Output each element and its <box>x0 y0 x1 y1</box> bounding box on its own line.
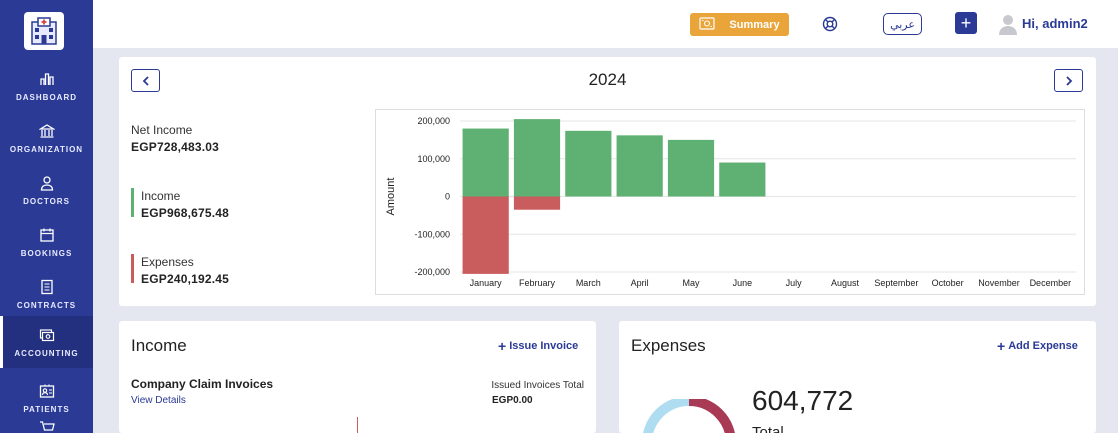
x-tick-label: January <box>470 278 503 288</box>
cart-icon <box>38 420 56 433</box>
bank-icon <box>38 122 56 140</box>
view-details-link[interactable]: View Details <box>131 395 186 406</box>
divider <box>357 417 358 433</box>
expense-bar <box>462 196 509 274</box>
income-indicator <box>131 188 134 217</box>
quick-add-button[interactable]: + <box>955 12 977 34</box>
x-tick-label: December <box>1030 278 1072 288</box>
chevron-left-icon <box>142 75 149 86</box>
income-card: Income + Issue Invoice Company Claim Inv… <box>119 321 596 433</box>
y-axis-label: Amount <box>385 178 397 216</box>
sidebar-item-dashboard[interactable]: DASHBOARD <box>0 60 93 112</box>
language-toggle-button[interactable]: عربي <box>883 13 922 35</box>
plus-icon: + <box>498 338 507 354</box>
expenses-card: Expenses + Add Expense 604,772 Total <box>619 321 1096 433</box>
net-income-label: Net Income <box>131 123 193 137</box>
expense-bar <box>513 196 561 210</box>
y-tick-label: -100,000 <box>414 229 450 239</box>
sidebar-item-contracts[interactable]: CONTRACTS <box>0 268 93 320</box>
sidebar-item-label: PATIENTS <box>23 405 70 414</box>
x-tick-label: July <box>786 278 803 288</box>
income-title: Income <box>131 336 187 355</box>
net-income-value: EGP728,483.03 <box>131 140 220 154</box>
expenses-donut-chart <box>643 399 735 433</box>
summary-button[interactable]: Summary <box>690 13 789 36</box>
x-tick-label: April <box>631 278 649 288</box>
x-tick-label: August <box>831 278 860 288</box>
summary-label: Summary <box>729 18 780 31</box>
sidebar-item-accounting[interactable]: ACCOUNTING <box>0 316 93 368</box>
income-bar <box>616 135 663 197</box>
money-icon <box>38 326 56 344</box>
y-tick-label: 100,000 <box>417 154 450 164</box>
chart-frame: 200,000 100,000 0 -100,000 -200,000 Amount Jan… <box>375 109 1085 295</box>
person-icon <box>38 174 56 192</box>
sidebar-item-label: DOCTORS <box>23 197 70 206</box>
issue-invoice-button[interactable]: + Issue Invoice <box>498 339 578 353</box>
income-bar <box>719 162 766 197</box>
add-expense-button[interactable]: + Add Expense <box>997 339 1078 353</box>
income-stat: Income EGP968,675.48 <box>141 189 229 220</box>
document-icon <box>38 278 56 296</box>
income-bar <box>513 119 561 197</box>
company-claim-title: Company Claim Invoices <box>131 377 274 391</box>
money-icon <box>699 16 716 33</box>
expenses-label: Expenses <box>141 255 194 269</box>
add-expense-label: Add Expense <box>1008 340 1078 352</box>
chevron-right-icon <box>1065 75 1072 86</box>
x-tick-label: March <box>576 278 601 288</box>
sidebar-item-patients[interactable]: PATIENTS <box>0 372 93 424</box>
plus-icon: + <box>997 338 1006 354</box>
next-year-button[interactable] <box>1054 69 1083 92</box>
bar-chart-icon <box>38 70 56 88</box>
sidebar-item-cart[interactable] <box>0 420 93 433</box>
income-bar <box>462 128 509 197</box>
lifebuoy-icon[interactable] <box>822 16 838 32</box>
expenses-title: Expenses <box>631 336 706 355</box>
user-greeting[interactable]: Hi, admin2 <box>1022 16 1088 31</box>
issued-invoices-value: EGP0.00 <box>492 395 533 406</box>
expenses-total-label: Total <box>752 424 784 433</box>
y-tick-label: 0 <box>445 192 450 202</box>
sidebar-item-label: ORGANIZATION <box>9 145 84 154</box>
issue-invoice-label: Issue Invoice <box>509 340 579 352</box>
expenses-stat: Expenses EGP240,192.45 <box>141 255 229 286</box>
hospital-logo-icon[interactable] <box>24 12 64 50</box>
expenses-value: EGP240,192.45 <box>141 272 230 286</box>
calendar-icon <box>38 226 56 244</box>
x-tick-label: June <box>733 278 753 288</box>
sidebar-item-organization[interactable]: ORGANIZATION <box>0 112 93 164</box>
x-tick-label: October <box>932 278 964 288</box>
avatar[interactable] <box>999 13 1017 35</box>
income-expense-chart: 200,000 100,000 0 -100,000 -200,000 Amount Jan… <box>385 116 1076 288</box>
income-bar <box>667 139 715 197</box>
sidebar: DASHBOARD ORGANIZATION DOCTORS BOOKINGS … <box>0 0 93 433</box>
sidebar-item-label: BOOKINGS <box>20 249 73 258</box>
x-tick-label: September <box>874 278 918 288</box>
sidebar-item-bookings[interactable]: BOOKINGS <box>0 216 93 268</box>
previous-year-button[interactable] <box>131 69 160 92</box>
x-tick-label: May <box>682 278 700 288</box>
sidebar-item-label: CONTRACTS <box>16 301 77 310</box>
x-tick-label: February <box>519 278 556 288</box>
sidebar-item-doctors[interactable]: DOCTORS <box>0 164 93 216</box>
net-income-stat: Net Income EGP728,483.03 <box>131 123 219 154</box>
income-bar <box>565 130 612 197</box>
id-card-icon <box>38 382 56 400</box>
y-tick-label: 200,000 <box>417 116 450 126</box>
expenses-total-value: 604,772 <box>752 385 854 416</box>
income-label: Income <box>141 189 181 203</box>
issued-invoices-label: Issued Invoices Total <box>491 380 584 391</box>
y-tick-label: -200,000 <box>414 267 450 277</box>
top-bar: Summary عربي + Hi, admin2 <box>93 0 1118 48</box>
income-value: EGP968,675.48 <box>141 206 230 220</box>
yearly-overview-card: 2024 Net Income EGP728,483.03 Income EGP… <box>119 57 1096 306</box>
year-label: 2024 <box>588 70 627 89</box>
x-tick-label: November <box>978 278 1020 288</box>
expenses-indicator <box>131 254 134 283</box>
sidebar-item-label: ACCOUNTING <box>14 349 79 358</box>
sidebar-item-label: DASHBOARD <box>16 93 77 102</box>
